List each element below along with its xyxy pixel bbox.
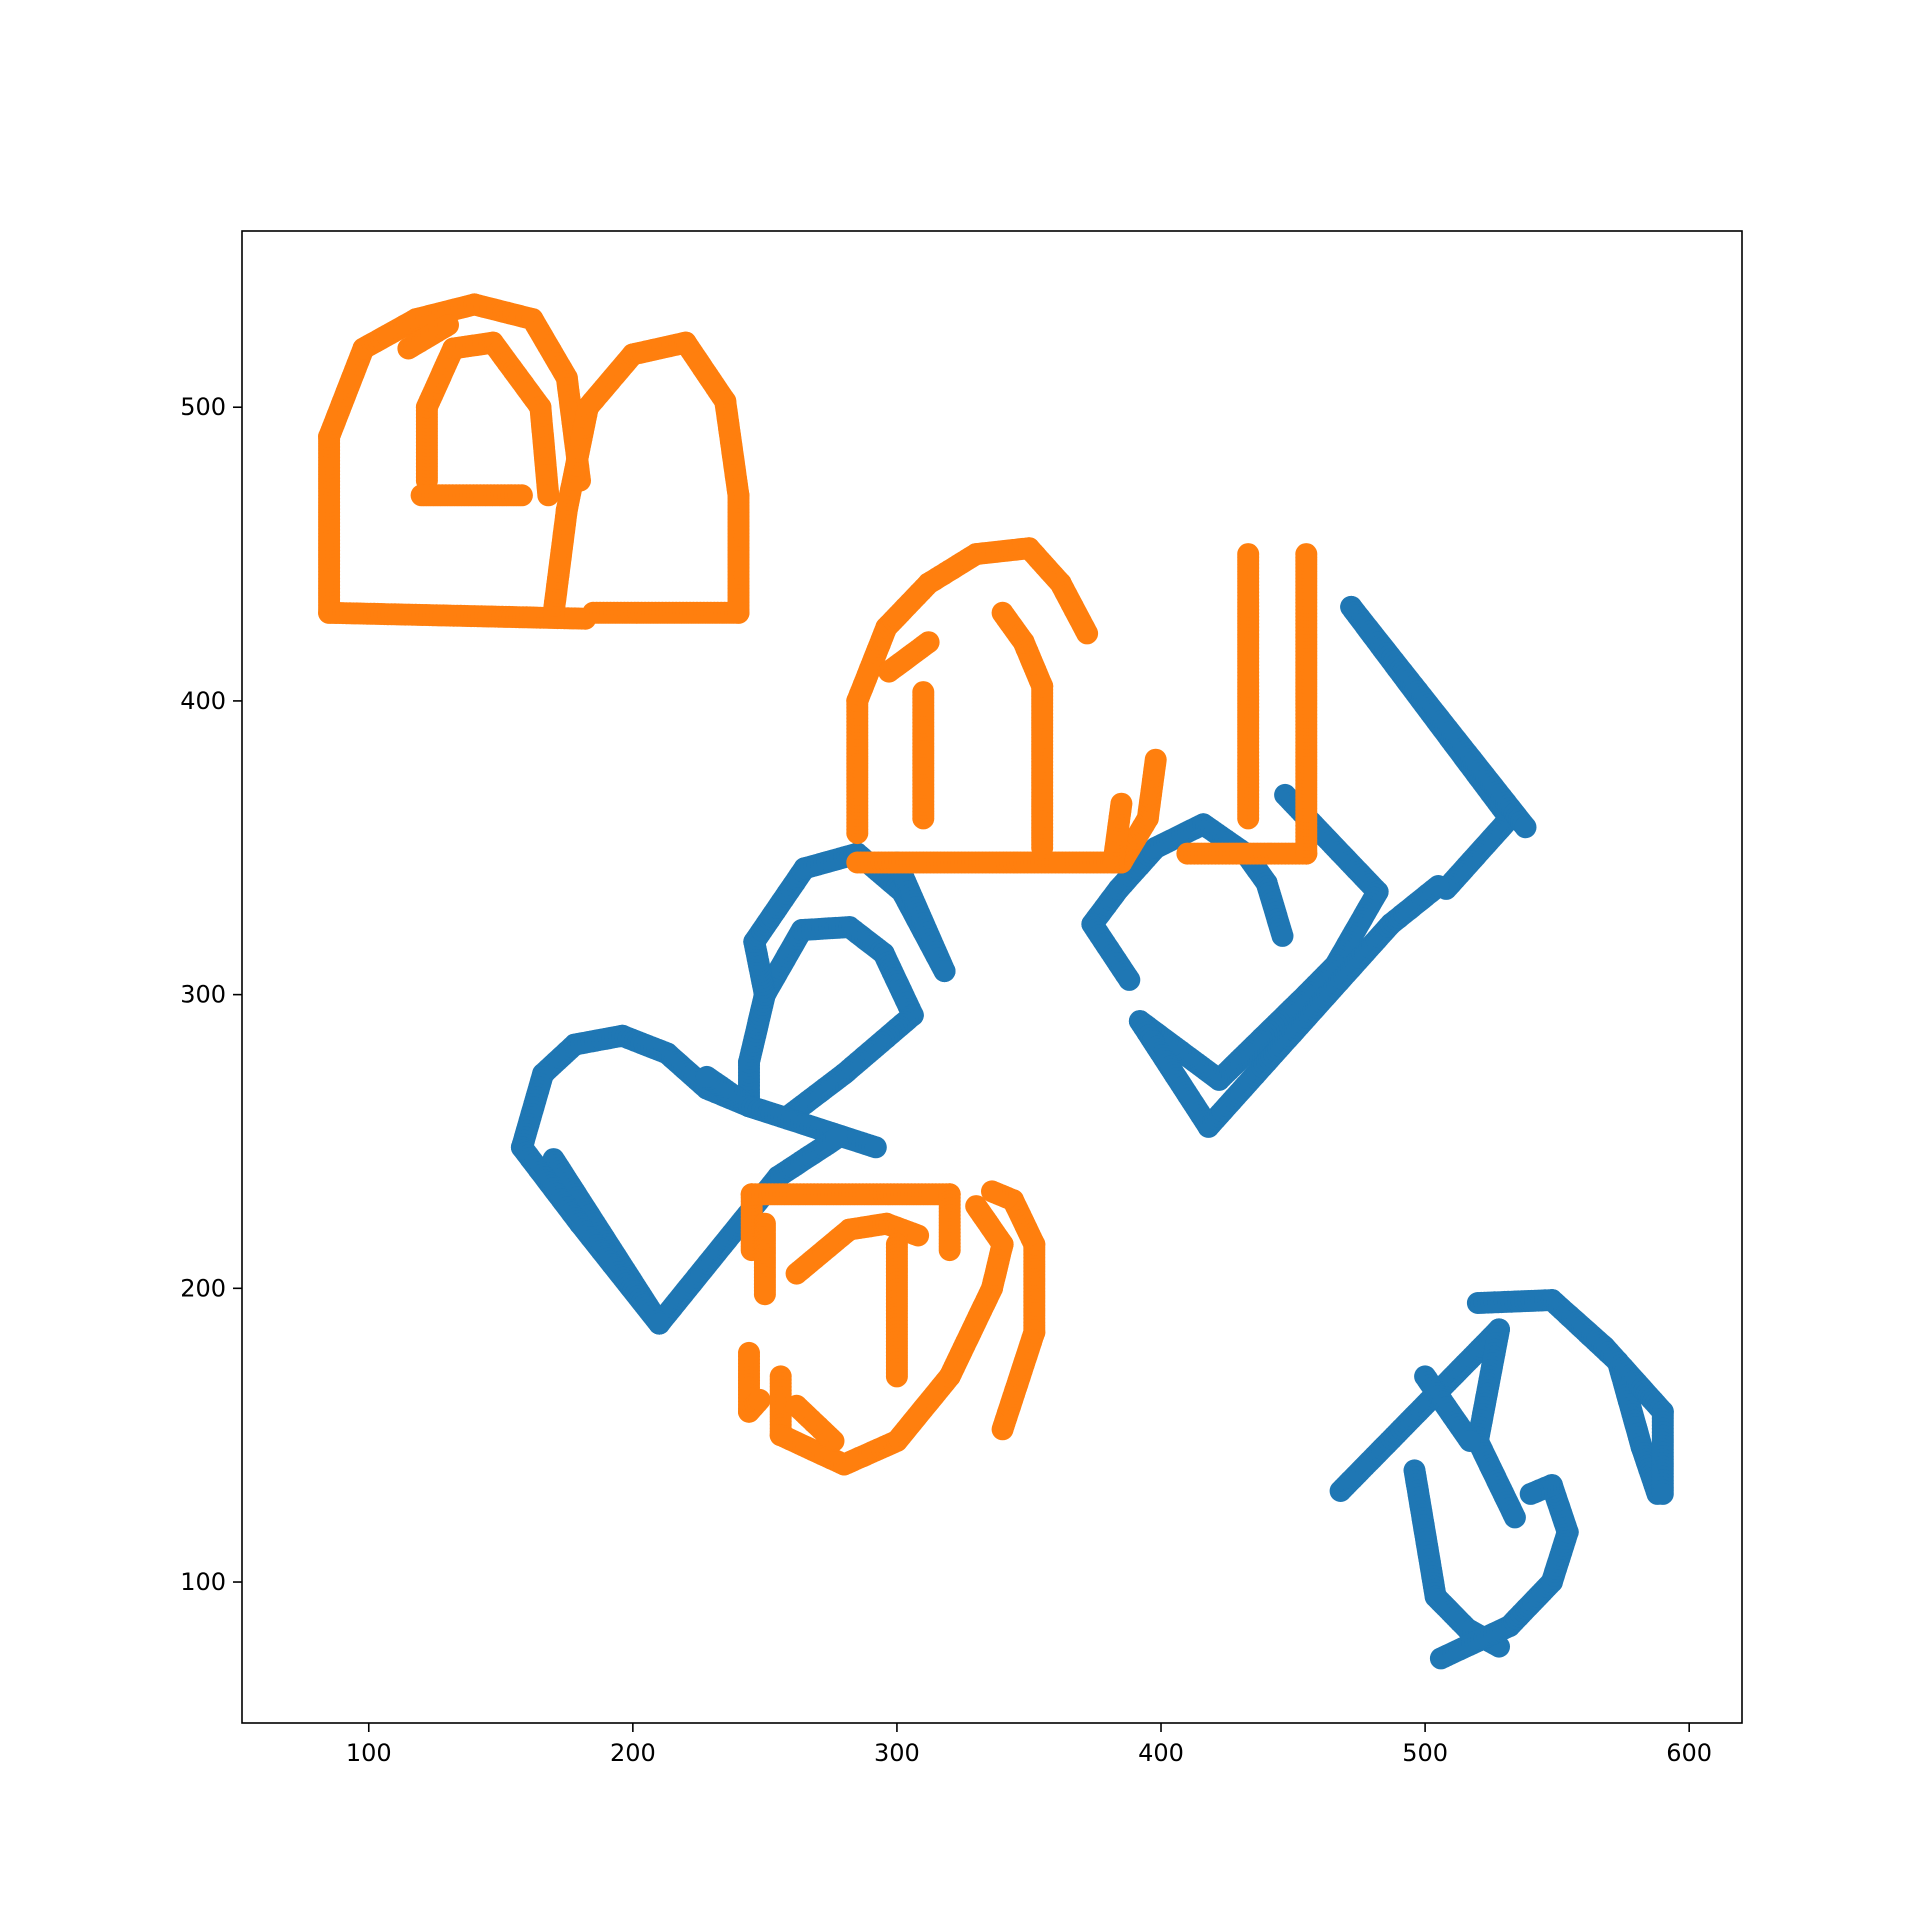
x-tick-label: 600 [1666,1739,1712,1767]
scatter-point [965,1195,988,1218]
scatter-point [1514,816,1537,839]
x-tick-label: 500 [1402,1739,1448,1767]
scatter-point [1519,1482,1542,1505]
scatter-point [933,960,956,983]
series-layer [318,293,1674,1670]
series-2 [318,293,1318,1476]
y-tick-label: 200 [180,1274,226,1302]
scatter-point [825,1127,848,1150]
y-tick-label: 100 [180,1568,226,1596]
scatter-point [648,1312,671,1335]
scatter-point [1110,792,1133,815]
scatter-point [1427,875,1450,897]
scatter-point [1651,1482,1674,1505]
plot-frame [241,230,1743,1724]
scatter-point [753,1283,776,1306]
scatter-point [917,631,940,654]
scatter-point [727,601,750,624]
scatter-point [864,1136,887,1159]
scatter-point [1144,748,1167,771]
scatter-point [785,1394,808,1417]
scatter-point [981,1180,1003,1203]
y-tick-label: 300 [180,981,226,1009]
scatter-point [1295,543,1318,566]
y-tick-label: 400 [180,687,226,715]
x-tick-label: 300 [874,1739,920,1767]
scatter-point [537,484,560,507]
scatter-point [1459,1430,1481,1452]
x-tick-label: 100 [346,1739,392,1767]
x-tick-label: 200 [610,1739,656,1767]
scatter-point [1237,543,1260,566]
scatter-point [1503,1506,1526,1529]
scatter-point [991,601,1014,624]
scatter-point [885,1365,908,1388]
scatter-point [912,681,935,704]
scatter-point [748,1388,771,1411]
scatter-point [695,1065,718,1088]
x-tick-label: 400 [1138,1739,1184,1767]
y-tick-label: 500 [180,393,226,421]
x-axis: 100 200 300 400 500 600 [346,1723,1712,1767]
scatter-point [510,484,533,507]
scatter-point [938,1239,961,1262]
scatter-point [437,314,459,336]
scatter-point [1118,968,1141,991]
scatter-point [907,1224,930,1247]
scatter-point [1076,622,1099,645]
series-1 [510,595,1674,1670]
scatter-point [1271,924,1294,947]
y-axis: 100 200 300 400 500 [180,393,242,1596]
